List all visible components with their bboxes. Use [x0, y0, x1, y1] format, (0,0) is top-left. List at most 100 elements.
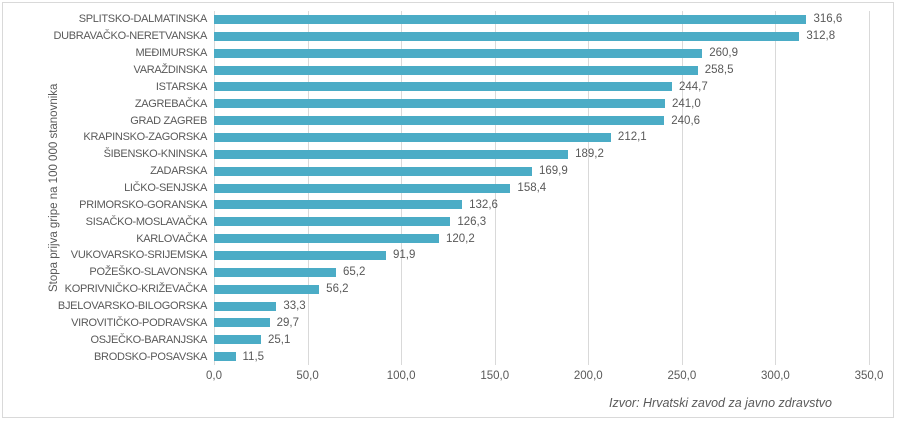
category-label: VUKOVARSKO-SRIJEMSKA	[70, 249, 208, 262]
bar-value-label: 120,2	[445, 232, 475, 245]
category-label: SISAČKO-MOSLAVAČKA	[85, 215, 208, 228]
bar	[214, 250, 386, 260]
category-label: DUBRAVAČKO-NERETVANSKA	[53, 30, 207, 43]
bar-row: 91,9	[214, 247, 869, 264]
bar	[214, 82, 672, 92]
bar-value-label: 212,1	[617, 131, 647, 144]
bar-value-label: 189,2	[575, 148, 604, 161]
category-label: ŠIBENSKO-KNINSKA	[103, 148, 208, 161]
bar-row: 169,9	[214, 163, 869, 180]
category-label: KOPRIVNIČKO-KRIŽEVAČKA	[64, 283, 208, 296]
bar	[214, 99, 665, 109]
bar	[214, 352, 236, 362]
category-axis-labels: SPLITSKO-DALMATINSKA DUBRAVAČKO-NERETVANS…	[53, 11, 208, 365]
category-label: GRAD ZAGREB	[130, 114, 207, 127]
bar-value-label: 65,2	[343, 266, 366, 279]
bar-value-label: 241,0	[672, 97, 701, 110]
bar-row: 240,6	[214, 112, 869, 129]
bar	[214, 183, 511, 193]
gridline	[775, 11, 777, 365]
category-label: MEĐIMURSKA	[135, 47, 207, 60]
bar-value-label: 33,3	[283, 300, 306, 313]
x-tick-label: 350,0	[854, 370, 884, 382]
bar-row: 29,7	[214, 314, 869, 331]
x-tick-label: 150,0	[480, 370, 510, 382]
gridline	[588, 11, 590, 365]
bar-row: 120,2	[214, 230, 869, 247]
bar-row: 312,8	[214, 28, 869, 45]
bar-value-label: 132,6	[469, 198, 498, 211]
bar-value-label: 91,9	[392, 249, 416, 262]
bar	[214, 301, 277, 311]
x-axis-tick-labels: 0,0 50,0 100,0 150,0 200,0 250,0 300,0 350,0	[206, 370, 883, 386]
bar-value-label: 25,1	[267, 333, 291, 346]
x-tick-label: 250,0	[667, 370, 697, 382]
bar-value-label: 56,2	[326, 283, 349, 296]
bar-row: 316,6	[214, 11, 869, 28]
bar-value-label: 126,3	[457, 215, 487, 228]
bar	[214, 284, 320, 294]
bar-row: 258,5	[214, 62, 869, 79]
bar-row: 260,9	[214, 45, 869, 62]
bar	[214, 234, 439, 244]
bar	[214, 318, 270, 328]
x-tick-label: 50,0	[296, 370, 319, 382]
bar-value-label: 258,5	[704, 64, 734, 76]
plot-area: 316,6 312,8 260,9 258,5 244,7 241,0 240,6 212,1…	[214, 11, 870, 365]
bar	[214, 14, 807, 24]
bar-value-label: 11,5	[242, 350, 265, 363]
bar-value-label: 169,9	[538, 165, 568, 178]
bar-row: 126,3	[214, 213, 869, 230]
category-label: PRIMORSKO-GORANSKA	[79, 198, 207, 211]
bar-value-label: 316,6	[813, 13, 843, 26]
bar	[214, 267, 337, 277]
category-label: ISTARSKA	[155, 80, 207, 93]
bar-row: 212,1	[214, 129, 869, 146]
bars-container: 316,6 312,8 260,9 258,5 244,7 241,0 240,6 212,1…	[214, 11, 869, 365]
gridline	[681, 11, 683, 365]
source-note: Izvor: Hrvatski zavod za javno zdravstvo	[609, 396, 832, 410]
bar-value-label: 312,8	[806, 30, 836, 43]
category-label: VARAŽDINSKA	[133, 64, 207, 76]
bar-value-label: 244,7	[678, 80, 708, 93]
category-label: ZAGREBAČKA	[134, 97, 207, 110]
bar-value-label: 29,7	[276, 316, 299, 329]
bar	[214, 217, 451, 227]
bar-row: 25,1	[214, 331, 869, 348]
x-tick-label: 100,0	[386, 370, 416, 382]
bar	[214, 149, 569, 159]
category-label: VIROVITIČKO-PODRAVSKA	[71, 316, 207, 329]
gridline	[869, 11, 870, 365]
bar	[214, 132, 611, 142]
bar-row: 158,4	[214, 180, 869, 197]
bar	[214, 335, 261, 345]
bar-row: 65,2	[214, 264, 869, 281]
bar-row: 132,6	[214, 196, 869, 213]
bar-value-label: 158,4	[517, 182, 547, 195]
bar-row: 244,7	[214, 78, 869, 95]
category-label: SPLITSKO-DALMATINSKA	[78, 13, 208, 26]
bar	[214, 48, 703, 58]
bar	[214, 200, 463, 210]
x-tick-label: 200,0	[573, 370, 603, 382]
bar-row: 189,2	[214, 146, 869, 163]
category-label: ZADARSKA	[150, 165, 207, 178]
bar-row: 56,2	[214, 281, 869, 298]
bar	[214, 116, 665, 126]
category-label: KRAPINSKO-ZAGORSKA	[83, 131, 207, 144]
bar-row: 33,3	[214, 298, 869, 315]
bar	[214, 31, 800, 41]
x-tick-label: 300,0	[761, 370, 790, 382]
category-label: POŽEŠKO-SLAVONSKA	[89, 266, 207, 279]
category-label: LIČKO-SENJSKA	[124, 182, 207, 195]
category-label: BRODSKO-POSAVSKA	[94, 350, 207, 363]
bar-row: 11,5	[214, 348, 869, 365]
bar	[214, 65, 698, 75]
bar-value-label: 240,6	[671, 114, 701, 127]
category-label: BJELOVARSKO-BILOGORSKA	[57, 300, 207, 313]
bar-row: 241,0	[214, 95, 869, 112]
category-label: OSJEČKO-BARANJSKA	[90, 333, 207, 346]
x-tick-label: 0,0	[206, 370, 222, 382]
bar-value-label: 260,9	[709, 47, 739, 60]
